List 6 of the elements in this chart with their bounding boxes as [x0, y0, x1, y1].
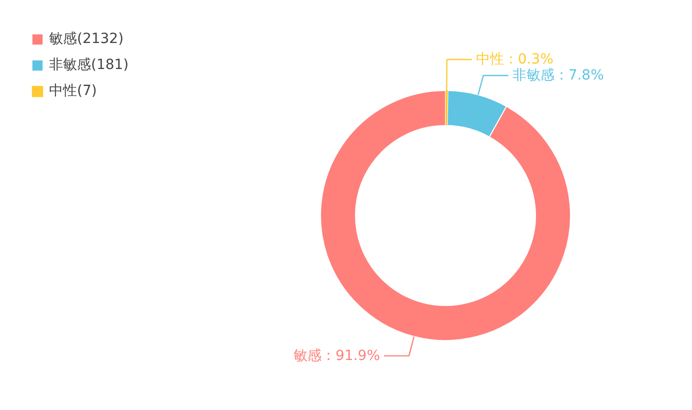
data-label: 非敏感：7.8% — [512, 68, 604, 84]
legend-label: 敏感(2132) — [49, 30, 124, 48]
data-label: 敏感：91.9% — [294, 348, 380, 364]
data-label: 中性：0.3% — [476, 52, 554, 68]
legend-label: 中性(7) — [49, 82, 97, 100]
legend-label: 非敏感(181) — [49, 56, 129, 74]
